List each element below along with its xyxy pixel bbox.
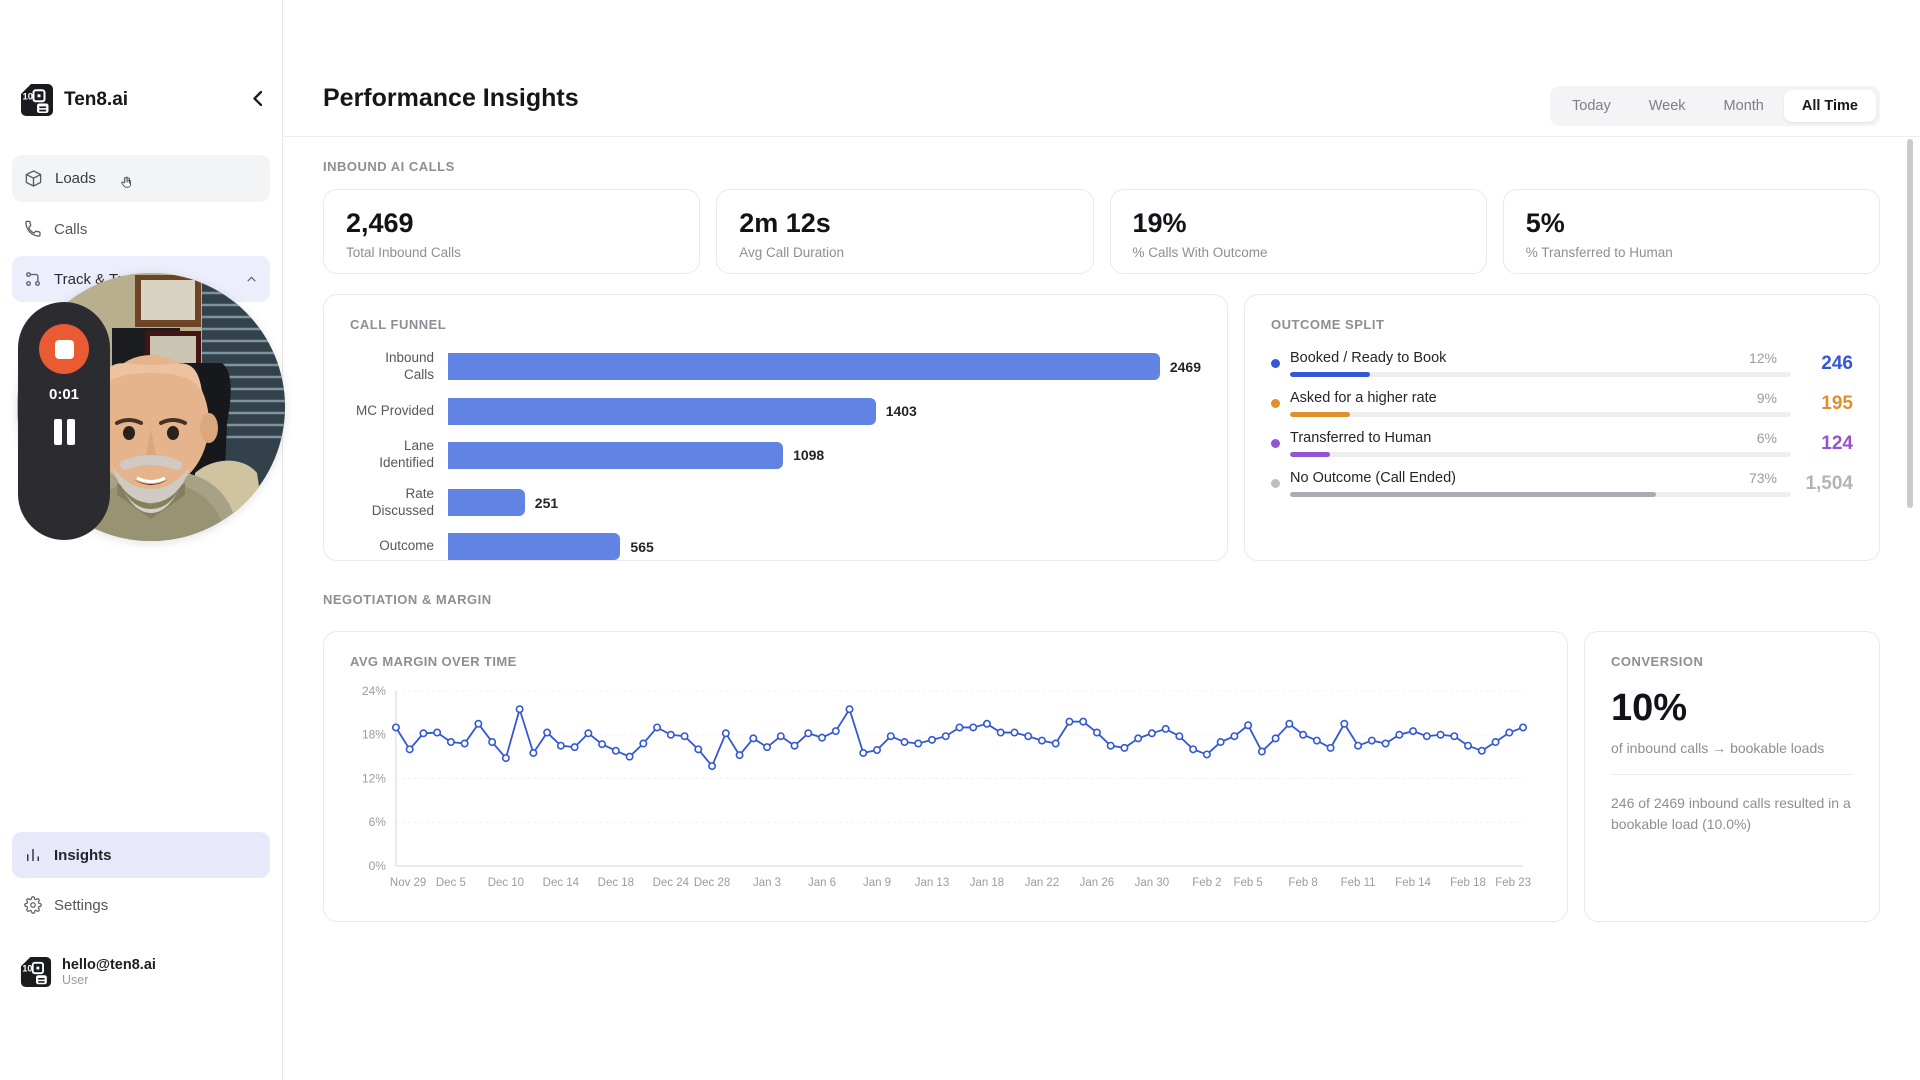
svg-text:Jan 6: Jan 6 <box>808 877 836 889</box>
svg-text:10: 10 <box>22 964 32 974</box>
svg-text:Dec 5: Dec 5 <box>436 877 466 889</box>
svg-text:Jan 22: Jan 22 <box>1025 877 1059 889</box>
svg-text:Feb 2: Feb 2 <box>1192 877 1221 889</box>
svg-text:Feb 23: Feb 23 <box>1495 877 1531 889</box>
svg-text:Jan 13: Jan 13 <box>915 877 949 889</box>
svg-text:Nov 29: Nov 29 <box>390 877 426 889</box>
svg-text:Jan 9: Jan 9 <box>863 877 891 889</box>
svg-text:0%: 0% <box>369 859 387 873</box>
svg-text:18%: 18% <box>362 728 386 742</box>
svg-text:Dec 10: Dec 10 <box>488 877 524 889</box>
svg-text:12%: 12% <box>362 771 386 785</box>
svg-text:Dec 28: Dec 28 <box>694 877 730 889</box>
svg-text:6%: 6% <box>369 815 387 829</box>
svg-text:Feb 5: Feb 5 <box>1233 877 1262 889</box>
svg-text:Jan 26: Jan 26 <box>1080 877 1114 889</box>
svg-text:Dec 24: Dec 24 <box>653 877 690 889</box>
svg-text:Feb 18: Feb 18 <box>1450 877 1486 889</box>
svg-text:Feb 14: Feb 14 <box>1395 877 1431 889</box>
svg-text:Dec 14: Dec 14 <box>543 877 580 889</box>
svg-text:Dec 18: Dec 18 <box>598 877 634 889</box>
svg-text:Feb 11: Feb 11 <box>1341 877 1376 889</box>
svg-text:24%: 24% <box>362 684 386 698</box>
svg-text:Jan 18: Jan 18 <box>970 877 1004 889</box>
svg-text:10: 10 <box>23 92 34 103</box>
svg-text:Feb 8: Feb 8 <box>1288 877 1317 889</box>
svg-text:Jan 3: Jan 3 <box>753 877 781 889</box>
svg-text:Jan 30: Jan 30 <box>1135 877 1169 889</box>
